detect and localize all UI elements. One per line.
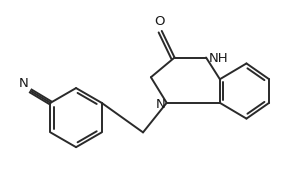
Text: N: N	[156, 98, 166, 111]
Text: O: O	[155, 15, 165, 28]
Text: NH: NH	[209, 52, 229, 65]
Text: N: N	[19, 77, 29, 90]
